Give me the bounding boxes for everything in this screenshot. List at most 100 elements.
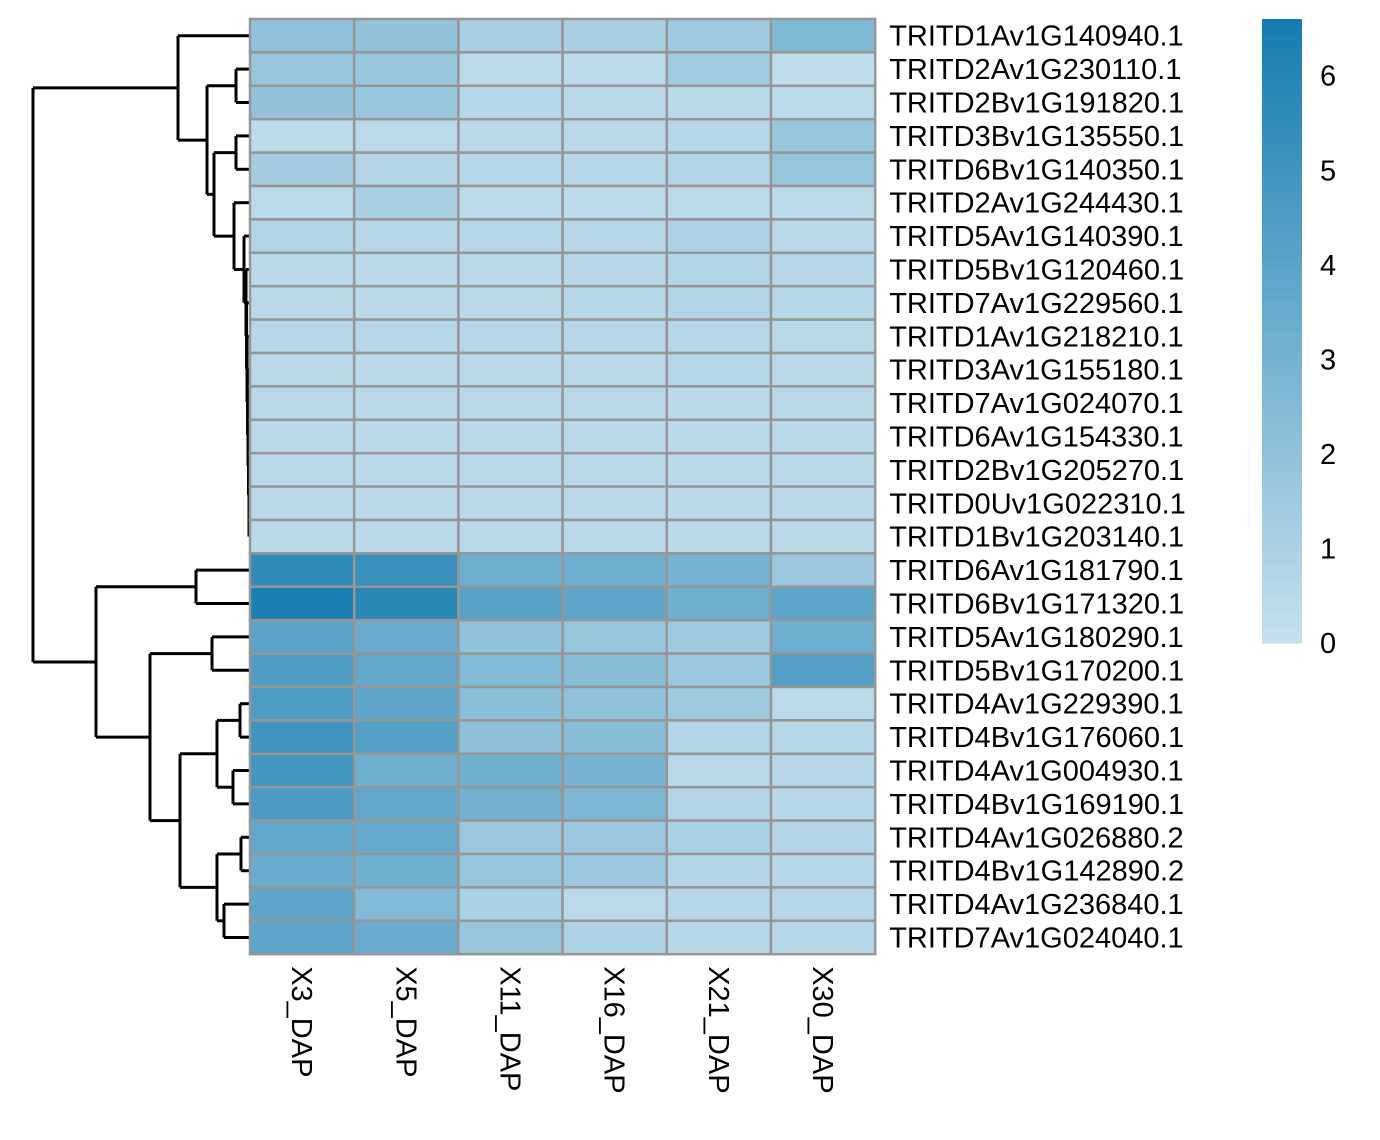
heatmap-cell [248,251,356,288]
legend-gradient-segment [1262,416,1302,426]
heatmap-cell [561,585,669,622]
heatmap-cell [248,518,356,555]
heatmap-cell [561,919,669,956]
legend-gradient-segment [1262,409,1302,418]
heatmap-cell [561,485,669,522]
heatmap-cell [561,652,669,689]
legend-gradient-segment [1262,565,1302,574]
heatmap-cell [665,84,773,121]
heatmap-cell [561,685,669,722]
legend-gradient-segment [1262,19,1302,28]
heatmap-cell [248,284,356,321]
heatmap-cell [769,17,877,54]
legend-gradient-segment [1262,229,1302,238]
heatmap-cell [352,151,460,188]
legend-gradient-segment [1262,463,1302,472]
legend-gradient-segment [1262,354,1302,363]
heatmap-cell [665,819,773,856]
heatmap-cell [248,84,356,121]
legend-gradient-segment [1262,159,1302,168]
legend-gradient-segment [1262,549,1302,558]
row-label: TRITD2Bv1G205270.1 [889,455,1184,487]
heatmap-cell [665,17,773,54]
heatmap-cell [561,785,669,822]
legend-gradient-segment [1262,50,1302,59]
row-dendrogram [31,34,251,939]
legend-gradient-segment [1262,97,1302,106]
row-label: TRITD6Av1G154330.1 [889,422,1183,454]
legend-tick-label: 2 [1320,439,1336,471]
legend-gradient-segment [1262,580,1302,589]
heatmap-cell [248,318,356,355]
heatmap-cell [248,585,356,622]
legend-gradient-segment [1262,588,1302,597]
heatmap-cell [457,819,564,856]
heatmap-cell [248,852,356,889]
legend-tick-label: 5 [1320,155,1336,187]
heatmap-cell [248,719,356,756]
heatmap-cell [561,84,669,121]
legend-gradient-segment [1262,143,1302,153]
heatmap-cell [561,886,669,923]
legend-gradient-segment [1262,526,1302,535]
legend-gradient-segment [1262,221,1302,231]
heatmap-cell [352,518,460,555]
heatmap-cell [665,385,773,422]
heatmap-cell [665,652,773,689]
legend-gradient-segment [1262,260,1302,270]
heatmap-cell [248,652,356,689]
heatmap-cell [352,685,460,722]
heatmap-cell [561,552,669,589]
heatmap-cell [665,284,773,321]
heatmap-cell [457,351,564,388]
heatmap-cell [665,318,773,355]
heatmap-cell [457,685,564,722]
heatmap-cell [769,652,877,689]
heatmap-cell [769,51,877,88]
row-label: TRITD0Uv1G022310.1 [889,488,1186,520]
legend-gradient-segment [1262,292,1302,301]
heatmap-cell [665,218,773,255]
legend-gradient-segment [1262,276,1302,285]
row-label: TRITD4Bv1G142890.2 [889,856,1184,888]
heatmap-cell [665,585,773,622]
row-label: TRITD2Av1G244430.1 [889,188,1183,220]
heatmap-cell [561,151,669,188]
heatmap-cell [561,351,669,388]
row-label: TRITD1Av1G140940.1 [889,21,1183,53]
heatmap-cell [248,685,356,722]
heatmap-cell [248,886,356,923]
heatmap-cell [457,218,564,255]
heatmap-cell [561,117,669,154]
heatmap-cell [769,552,877,589]
heatmap-cell [352,84,460,121]
legend-gradient-segment [1262,34,1302,43]
heatmap-cell [665,184,773,221]
heatmap-cell [769,886,877,923]
legend-gradient-segment [1262,89,1302,98]
heatmap-cell [352,585,460,622]
heatmap-cell [561,451,669,488]
legend-gradient-segment [1262,401,1302,410]
legend-tick-label: 3 [1320,344,1336,376]
heatmap-cell [248,184,356,221]
row-label: TRITD4Av1G026880.2 [889,822,1183,854]
row-label: TRITD6Bv1G171320.1 [889,589,1184,621]
legend-gradient-segment [1262,120,1302,129]
heatmap-cell [352,251,460,288]
heatmap-cell [457,418,564,455]
heatmap-cell [769,585,877,622]
heatmap-cell [352,618,460,655]
heatmap-cell [769,385,877,422]
heatmap-cell [769,318,877,355]
column-label: X30_DAP [806,966,838,1093]
legend-gradient-segment [1262,432,1302,441]
heatmap-cell [352,318,460,355]
legend-gradient-segment [1262,635,1302,644]
heatmap-cell [665,719,773,756]
heatmap-cell [665,752,773,789]
heatmap-cell [561,251,669,288]
row-label: TRITD2Bv1G191820.1 [889,88,1184,120]
heatmap-cell [769,284,877,321]
